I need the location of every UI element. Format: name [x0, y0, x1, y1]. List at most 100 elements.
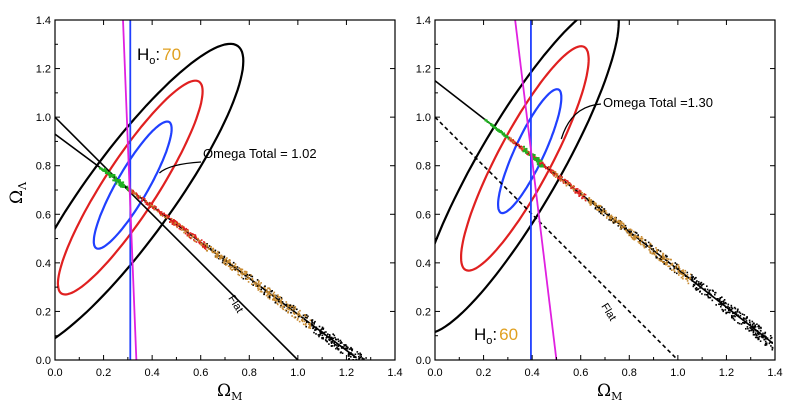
scatter-point — [187, 230, 189, 232]
scatter-point — [267, 287, 269, 289]
scatter-point — [484, 119, 487, 121]
scatter-point — [221, 257, 223, 259]
scatter-point — [769, 335, 772, 337]
scatter-point — [297, 314, 299, 317]
scatter-point — [367, 363, 369, 365]
flat-universe-line — [435, 116, 679, 360]
scatter-point — [623, 225, 626, 228]
y-tick-label: 1.0 — [416, 112, 431, 124]
scatter-point — [673, 267, 675, 269]
scatter-point — [548, 167, 551, 169]
scatter-point — [681, 273, 683, 275]
scatter-point — [141, 198, 144, 201]
scatter-point — [552, 173, 554, 175]
flat-label: Flat — [225, 293, 245, 315]
scatter-point — [183, 229, 186, 232]
scatter-point — [756, 336, 758, 339]
scatter-point — [282, 305, 284, 308]
scatter-point — [357, 353, 360, 355]
scatter-point — [131, 192, 134, 194]
scatter-point — [120, 181, 123, 184]
y-tick-label: 0.4 — [36, 258, 51, 270]
scatter-point — [684, 269, 687, 272]
scatter-point — [191, 233, 193, 235]
scatter-point — [493, 126, 495, 129]
scatter-point — [312, 327, 314, 330]
scatter-point — [172, 221, 175, 224]
scatter-point — [633, 236, 636, 238]
scatter-point — [277, 294, 279, 296]
scatter-point — [749, 327, 751, 329]
scatter-point — [723, 299, 726, 301]
scatter-point — [734, 315, 736, 318]
scatter-point — [742, 317, 745, 320]
scatter-point — [325, 337, 328, 339]
scatter-point — [753, 329, 755, 332]
scatter-point — [260, 282, 262, 284]
scatter-point — [319, 334, 321, 336]
scatter-point — [236, 269, 239, 272]
scatter-point — [145, 200, 147, 203]
scatter-point — [313, 323, 315, 325]
scatter-point — [246, 278, 249, 280]
scatter-point — [682, 270, 684, 273]
scatter-point — [751, 320, 754, 323]
scatter-point — [339, 339, 342, 342]
scatter-point — [721, 296, 723, 298]
scatter-point — [737, 314, 739, 316]
scatter-point — [605, 217, 608, 219]
scatter-point — [297, 317, 299, 320]
scatter-point — [673, 271, 676, 274]
scatter-point — [270, 294, 273, 296]
scatter-point — [594, 202, 597, 204]
scatter-point — [172, 219, 175, 221]
scatter-point — [181, 227, 184, 230]
scatter-point — [691, 274, 693, 276]
scatter-point — [539, 165, 542, 168]
scatter-point — [701, 283, 703, 286]
scatter-point — [527, 154, 529, 156]
scatter-point — [594, 207, 597, 209]
scatter-point — [584, 199, 587, 202]
scatter-point — [232, 268, 235, 270]
scatter-point — [339, 342, 342, 344]
scatter-point — [232, 261, 235, 264]
scatter-point — [275, 300, 277, 302]
scatter-point — [550, 168, 552, 171]
scatter-point — [321, 334, 324, 337]
scatter-point — [211, 250, 214, 252]
scatter-point — [247, 274, 250, 276]
scatter-point — [107, 172, 110, 175]
scatter-point — [294, 306, 297, 308]
scatter-point — [280, 304, 282, 307]
scatter-point — [158, 209, 160, 212]
scatter-point — [497, 129, 500, 132]
scatter-point — [526, 153, 528, 155]
scatter-point — [644, 241, 647, 244]
scatter-point — [353, 356, 355, 358]
y-axis-label: ΩΛ — [7, 181, 29, 204]
scatter-point — [330, 345, 333, 347]
scatter-point — [358, 365, 360, 367]
scatter-point — [126, 185, 129, 188]
scatter-point — [560, 179, 562, 181]
scatter-point — [298, 320, 301, 323]
scatter-point — [175, 220, 177, 223]
scatter-point — [764, 335, 767, 337]
scatter-point — [753, 325, 756, 328]
scatter-point — [755, 329, 757, 332]
scatter-point — [155, 206, 157, 208]
scatter-point — [704, 289, 706, 291]
scatter-point — [666, 263, 668, 265]
scatter-point — [362, 361, 364, 363]
scatter-point — [650, 245, 652, 247]
scatter-point — [308, 322, 311, 325]
scatter-point — [770, 336, 773, 339]
scatter-point — [330, 336, 332, 339]
scatter-point — [631, 234, 634, 236]
scatter-point — [500, 131, 502, 134]
scatter-point — [114, 177, 117, 180]
scatter-point — [694, 283, 697, 285]
scatter-point — [245, 278, 248, 280]
scatter-point — [678, 268, 681, 270]
